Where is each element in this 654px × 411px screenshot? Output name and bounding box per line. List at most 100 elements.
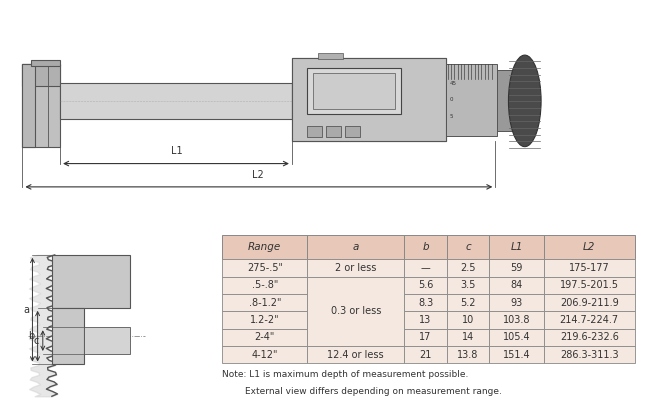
Text: —: — <box>421 263 430 273</box>
Ellipse shape <box>508 55 541 147</box>
Text: 8.3: 8.3 <box>418 298 433 307</box>
Bar <box>222 236 307 259</box>
Text: L2: L2 <box>252 170 264 180</box>
Text: 59: 59 <box>510 263 523 273</box>
Bar <box>222 259 307 277</box>
Bar <box>404 346 447 363</box>
Text: .8-1.2": .8-1.2" <box>249 298 281 307</box>
Text: 10: 10 <box>462 315 474 325</box>
Bar <box>222 294 307 311</box>
Text: 3.5: 3.5 <box>460 280 475 290</box>
Text: c: c <box>33 336 39 346</box>
Text: a: a <box>353 242 359 252</box>
Text: 17: 17 <box>419 332 432 342</box>
Text: 45: 45 <box>449 81 456 85</box>
Bar <box>404 277 447 294</box>
Text: 21: 21 <box>419 350 432 360</box>
Bar <box>404 236 447 259</box>
Text: L1: L1 <box>510 242 523 252</box>
Text: 214.7-224.7: 214.7-224.7 <box>560 315 619 325</box>
Bar <box>404 259 447 277</box>
Text: External view differs depending on measurement range.: External view differs depending on measu… <box>222 387 502 396</box>
Text: 2-4": 2-4" <box>254 332 275 342</box>
Text: 12.4 or less: 12.4 or less <box>328 350 384 360</box>
Bar <box>447 236 489 259</box>
Bar <box>307 68 401 113</box>
Bar <box>222 329 307 346</box>
Text: 175-177: 175-177 <box>569 263 610 273</box>
Text: 197.5-201.5: 197.5-201.5 <box>560 280 619 290</box>
Bar <box>307 346 404 363</box>
Bar <box>543 329 635 346</box>
Bar <box>489 236 543 259</box>
Text: 84: 84 <box>510 280 523 290</box>
Text: 275-.5": 275-.5" <box>247 263 283 273</box>
Text: c: c <box>465 242 471 252</box>
Bar <box>446 64 496 136</box>
Bar <box>326 126 341 137</box>
Bar <box>222 311 307 329</box>
Text: 105.4: 105.4 <box>503 332 530 342</box>
Bar <box>84 327 129 354</box>
Bar <box>489 346 543 363</box>
Text: 14: 14 <box>462 332 474 342</box>
Text: 2.5: 2.5 <box>460 263 475 273</box>
Bar <box>543 311 635 329</box>
Text: L2: L2 <box>583 242 595 252</box>
Bar <box>489 294 543 311</box>
Bar <box>404 329 447 346</box>
Bar <box>489 259 543 277</box>
Text: 0: 0 <box>449 97 453 102</box>
Bar <box>307 259 404 277</box>
Text: 4-12": 4-12" <box>252 350 278 360</box>
Text: 93: 93 <box>510 298 523 307</box>
Bar <box>307 277 404 346</box>
Bar <box>307 126 322 137</box>
Text: Note: L1 is maximum depth of measurement possible.: Note: L1 is maximum depth of measurement… <box>222 370 469 379</box>
Bar <box>447 294 489 311</box>
Bar <box>345 126 360 137</box>
Text: 286.3-311.3: 286.3-311.3 <box>560 350 619 360</box>
Bar <box>447 311 489 329</box>
Bar <box>489 277 543 294</box>
Bar <box>447 277 489 294</box>
Bar <box>447 329 489 346</box>
Bar <box>489 311 543 329</box>
Bar <box>543 346 635 363</box>
Text: .5-.8": .5-.8" <box>252 280 278 290</box>
Text: a: a <box>23 305 29 315</box>
Text: 151.4: 151.4 <box>503 350 530 360</box>
Bar <box>404 311 447 329</box>
Text: 206.9-211.9: 206.9-211.9 <box>560 298 619 307</box>
Text: 13.8: 13.8 <box>457 350 479 360</box>
Text: L1: L1 <box>171 146 182 156</box>
Bar <box>313 73 395 109</box>
Bar <box>22 64 60 86</box>
Text: b: b <box>422 242 429 252</box>
Bar <box>22 64 60 147</box>
Text: 13: 13 <box>419 315 432 325</box>
Bar <box>447 259 489 277</box>
Bar <box>543 277 635 294</box>
Text: 103.8: 103.8 <box>503 315 530 325</box>
Bar <box>22 64 35 147</box>
Text: Range: Range <box>248 242 281 252</box>
Bar <box>52 308 84 365</box>
Text: 5: 5 <box>449 114 453 119</box>
Bar <box>496 70 517 132</box>
Text: 219.6-232.6: 219.6-232.6 <box>560 332 619 342</box>
Text: 2 or less: 2 or less <box>335 263 377 273</box>
Bar <box>543 236 635 259</box>
Text: 0.3 or less: 0.3 or less <box>330 306 381 316</box>
Text: 5.6: 5.6 <box>418 280 433 290</box>
Bar <box>318 53 343 59</box>
Bar <box>543 294 635 311</box>
Bar <box>404 294 447 311</box>
Bar <box>31 60 60 67</box>
Bar <box>292 58 446 141</box>
Bar <box>222 346 307 363</box>
Text: 5.2: 5.2 <box>460 298 475 307</box>
Bar <box>222 277 307 294</box>
Bar <box>307 236 404 259</box>
Bar <box>543 259 635 277</box>
